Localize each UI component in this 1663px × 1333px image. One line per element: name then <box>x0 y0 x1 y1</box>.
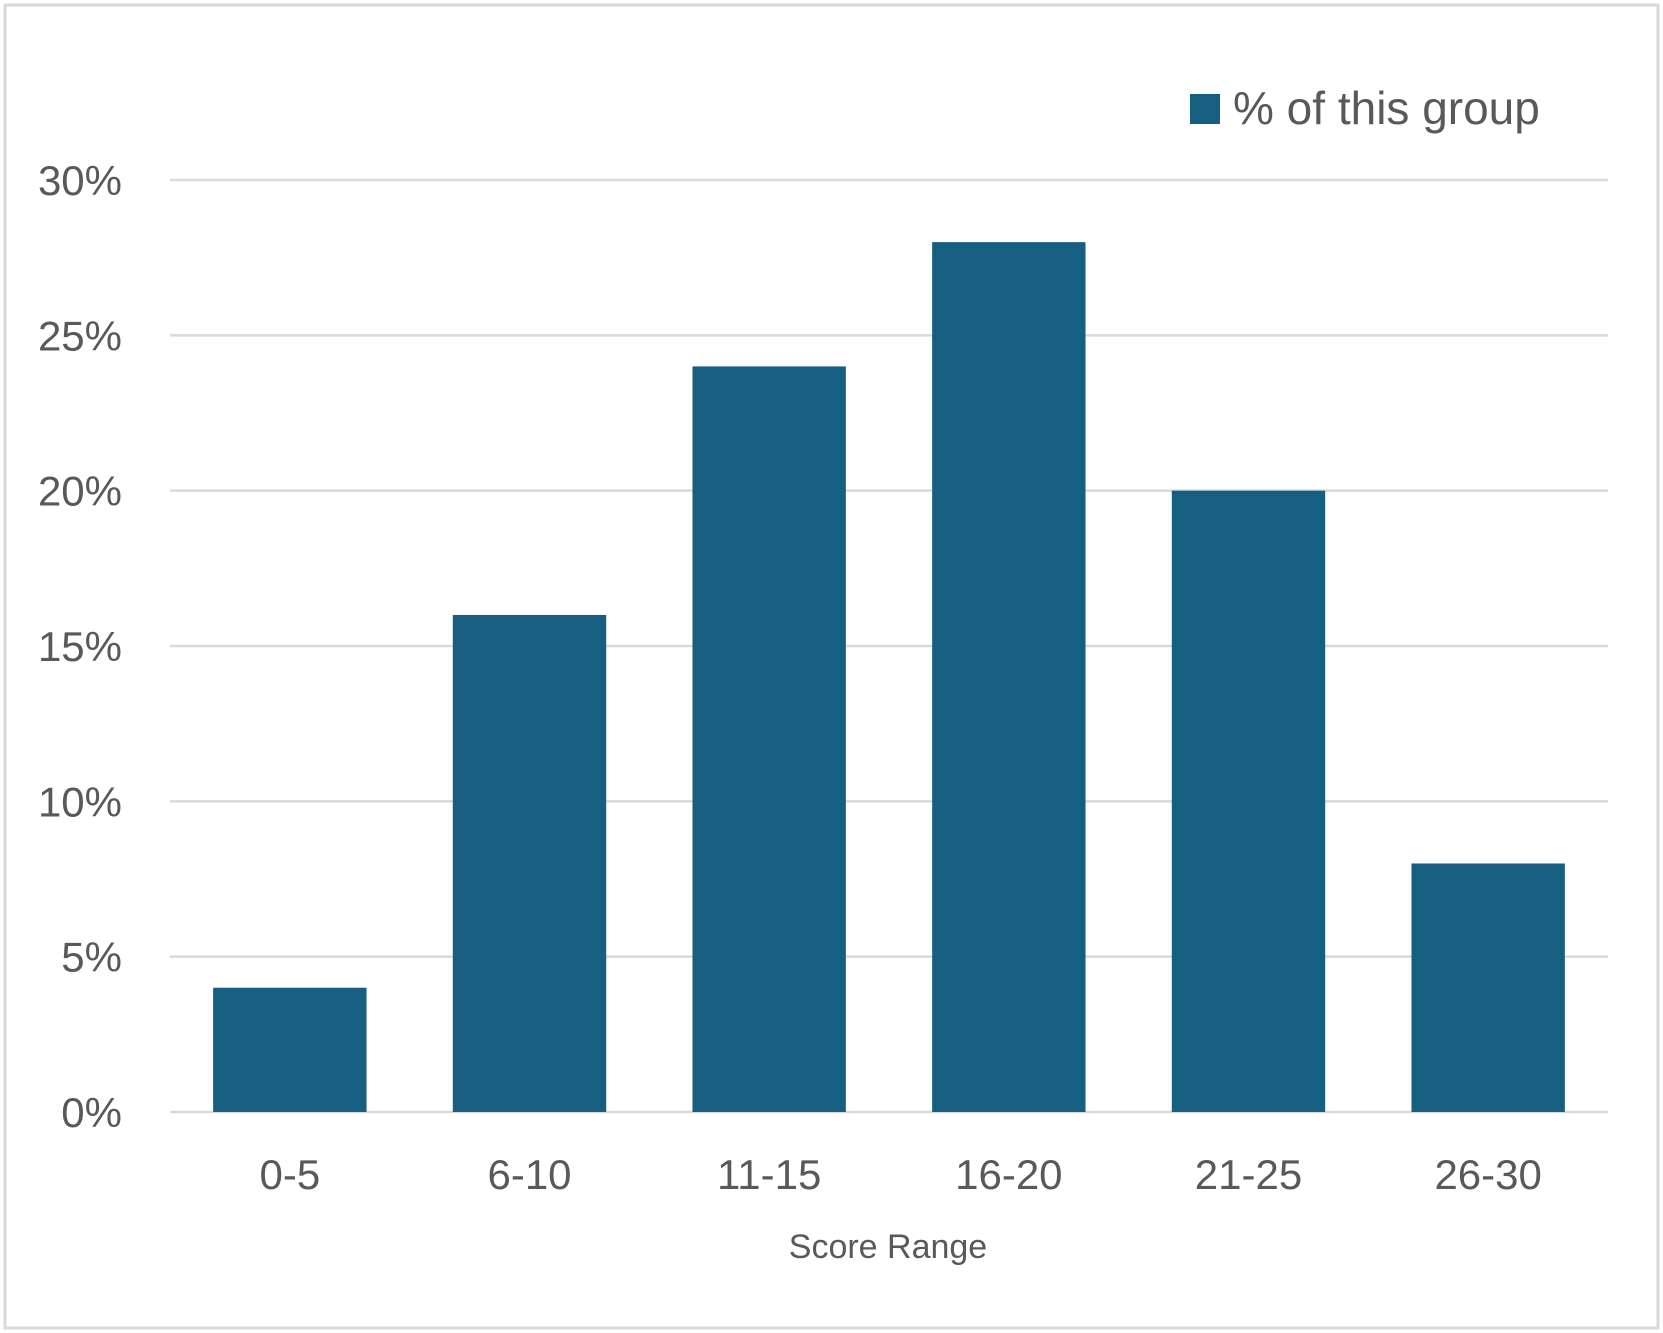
bar-0-5 <box>213 987 367 1112</box>
bar-11-15 <box>692 366 846 1112</box>
bar-26-30 <box>1411 863 1565 1112</box>
legend-swatch <box>1190 94 1220 124</box>
y-tick-label: 10% <box>38 778 122 825</box>
x-tick-label: 11-15 <box>717 1151 821 1198</box>
y-tick-label: 5% <box>61 934 122 981</box>
x-axis-title: Score Range <box>789 1228 987 1266</box>
y-axis-ticks: 0% 5% 10% 15% 20% 25% 30% <box>38 157 122 1136</box>
x-tick-label: 6-10 <box>487 1151 571 1198</box>
y-tick-label: 25% <box>38 312 122 359</box>
x-axis-ticks: 0-5 6-10 11-15 16-20 21-25 26-30 <box>259 1151 1541 1198</box>
x-tick-label: 26-30 <box>1434 1151 1541 1198</box>
y-tick-label: 30% <box>38 157 122 204</box>
bar-6-10 <box>452 614 607 1112</box>
legend-label: % of this group <box>1233 82 1540 134</box>
bars <box>213 242 1565 1113</box>
bar-21-25 <box>1171 490 1326 1113</box>
y-tick-label: 15% <box>38 623 122 670</box>
gridlines <box>170 178 1608 1114</box>
y-tick-label: 20% <box>38 468 122 515</box>
y-tick-label: 0% <box>61 1089 122 1136</box>
bar-16-20 <box>932 242 1086 1113</box>
legend: % of this group <box>1190 82 1540 134</box>
x-tick-label: 0-5 <box>259 1151 320 1198</box>
x-tick-label: 16-20 <box>955 1151 1062 1198</box>
x-tick-label: 21-25 <box>1195 1151 1302 1198</box>
